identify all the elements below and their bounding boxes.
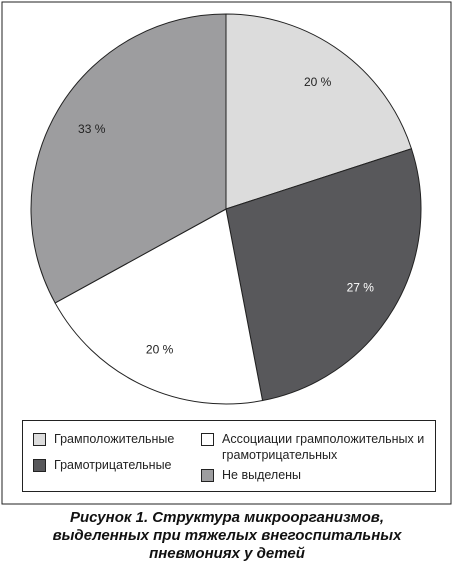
chart-title: Рисунок 1. Структура микроорганизмов, вы…	[52, 509, 402, 562]
pie-slice	[30, 13, 227, 304]
legend-label: Грамположительные	[54, 432, 175, 446]
legend-swatch	[33, 459, 46, 472]
pie-slice	[225, 148, 422, 402]
legend-swatch	[201, 433, 214, 446]
frame	[1, 1, 452, 505]
legend-item: Ассоциации грамположительных и грамотриц…	[201, 431, 429, 463]
pie-slice	[54, 208, 264, 405]
legend-item: Грамотрицательные	[33, 457, 172, 473]
pie-slice	[225, 13, 413, 210]
legend-swatch	[33, 433, 46, 446]
chart: 20 % 27 % 20 % 33 %	[1, 1, 452, 505]
legend-item: Грамположительные	[33, 431, 174, 447]
legend-label: Ассоциации грамположительных и грамотриц…	[222, 432, 425, 462]
legend: Грамположительные Грамотрицательные Ассоци…	[22, 420, 436, 492]
data-label: 20 %	[146, 342, 174, 356]
legend-swatch	[201, 469, 214, 482]
legend-label: Грамотрицательные	[54, 458, 172, 472]
legend-item: Не выделены	[201, 467, 429, 483]
data-label: 20 %	[304, 75, 332, 89]
data-label: 27 %	[347, 281, 375, 295]
data-label: 33 %	[78, 122, 106, 136]
legend-label: Не выделены	[222, 468, 302, 482]
